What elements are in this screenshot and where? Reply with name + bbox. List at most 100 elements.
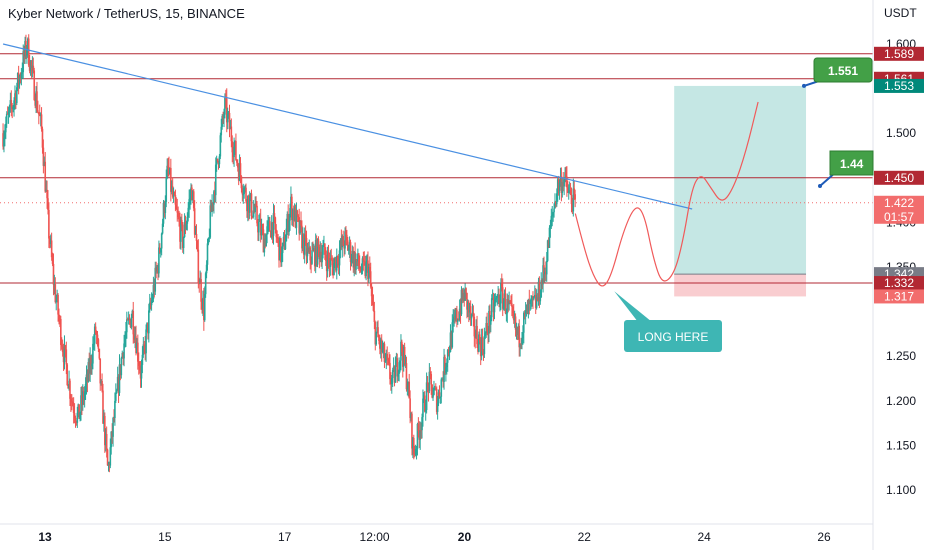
candle-body: [188, 199, 190, 208]
candle-body: [429, 371, 432, 375]
projected-path[interactable]: [574, 101, 759, 287]
price-tag-3[interactable]: [874, 170, 924, 185]
price-tag-label: 1.332: [884, 276, 914, 290]
candle-body: [203, 294, 206, 321]
candle-body: [82, 391, 85, 400]
candle-body: [279, 238, 281, 261]
candle-body: [442, 379, 444, 383]
candle-body: [330, 258, 333, 260]
price-tag-2[interactable]: [874, 78, 924, 93]
candle-body: [365, 262, 367, 277]
candle-body: [201, 301, 203, 310]
candle-body: [263, 238, 266, 253]
candle-body: [538, 281, 541, 302]
candle-body: [250, 193, 253, 217]
candle-body: [175, 204, 178, 210]
profit-zone[interactable]: [674, 85, 807, 275]
candle-body: [49, 238, 51, 245]
candle-body: [64, 345, 67, 350]
candle-body: [68, 380, 70, 389]
candle-body: [485, 323, 488, 334]
candle-body: [459, 308, 462, 315]
candle-body: [530, 298, 532, 301]
chart-title: Kyber Network / TetherUS, 15, BINANCE: [8, 6, 245, 21]
candle-body: [514, 316, 517, 330]
candle-body: [109, 447, 112, 466]
candle-body: [535, 297, 538, 308]
candle-body: [39, 114, 42, 116]
candle-body: [289, 208, 291, 221]
candle-body: [404, 363, 407, 365]
candle-body: [288, 220, 290, 232]
candle-body: [408, 381, 411, 399]
stop-loss-zone[interactable]: [674, 274, 807, 297]
candle-body: [159, 248, 162, 253]
candle-body: [340, 240, 343, 248]
candle-body: [30, 61, 33, 69]
candle-body: [115, 392, 117, 401]
candle-body: [533, 296, 535, 299]
candle-body: [160, 233, 163, 249]
candle-body: [268, 220, 270, 223]
candle-body: [76, 412, 79, 423]
candle-body: [159, 247, 161, 253]
candle-body: [3, 138, 5, 147]
candle-body: [436, 403, 439, 412]
candle-body: [21, 72, 24, 74]
candle-body: [493, 302, 496, 313]
candle-body: [315, 239, 318, 265]
trendline[interactable]: [2, 43, 693, 210]
candle-body: [205, 264, 208, 274]
target-tag[interactable]: [813, 57, 873, 83]
candle-body: [59, 318, 61, 320]
second-tag[interactable]: [829, 150, 874, 176]
candle-body: [45, 189, 47, 192]
candle-body: [292, 209, 295, 221]
candle-body: [529, 300, 532, 304]
candle-body: [428, 371, 431, 392]
price-tag-0[interactable]: [874, 46, 924, 61]
candle-body: [285, 228, 288, 242]
candle-body: [475, 325, 477, 338]
candle-body: [512, 313, 515, 321]
candle-body: [214, 164, 217, 196]
candle-body: [308, 247, 311, 252]
candle-body: [352, 250, 355, 268]
candle-body: [242, 194, 245, 196]
candle-body: [183, 222, 186, 238]
candle-body: [167, 165, 169, 167]
long-here-callout[interactable]: [624, 320, 722, 352]
candle-body: [309, 247, 311, 261]
price-tag-4[interactable]: [874, 195, 924, 224]
price-tag-7[interactable]: [874, 289, 924, 304]
candle-body: [95, 332, 98, 335]
candle-body: [92, 343, 94, 364]
candle-body: [464, 288, 466, 301]
candle-body: [311, 250, 313, 264]
candle-body: [339, 240, 342, 251]
candle-body: [146, 322, 148, 330]
candle-body: [323, 243, 325, 248]
candle-body: [34, 99, 36, 106]
candle-body: [453, 316, 455, 320]
candle-body: [36, 91, 38, 111]
candle-body: [314, 239, 317, 267]
candle-body: [376, 327, 378, 332]
candle-body: [266, 226, 268, 235]
candle-body: [293, 207, 296, 221]
candle-body: [28, 65, 31, 71]
candle-body: [427, 383, 430, 392]
candle-body: [409, 398, 411, 419]
candle-body: [418, 431, 421, 440]
candle-body: [99, 358, 102, 384]
candle-body: [48, 209, 50, 239]
candle-body: [335, 257, 337, 271]
candle-body: [161, 223, 164, 234]
candle-body: [557, 179, 560, 191]
price-tag-6[interactable]: [874, 276, 924, 291]
candle-body: [162, 202, 165, 224]
candle-body: [473, 316, 476, 337]
candle-body: [213, 191, 215, 205]
candle-body: [456, 319, 459, 322]
